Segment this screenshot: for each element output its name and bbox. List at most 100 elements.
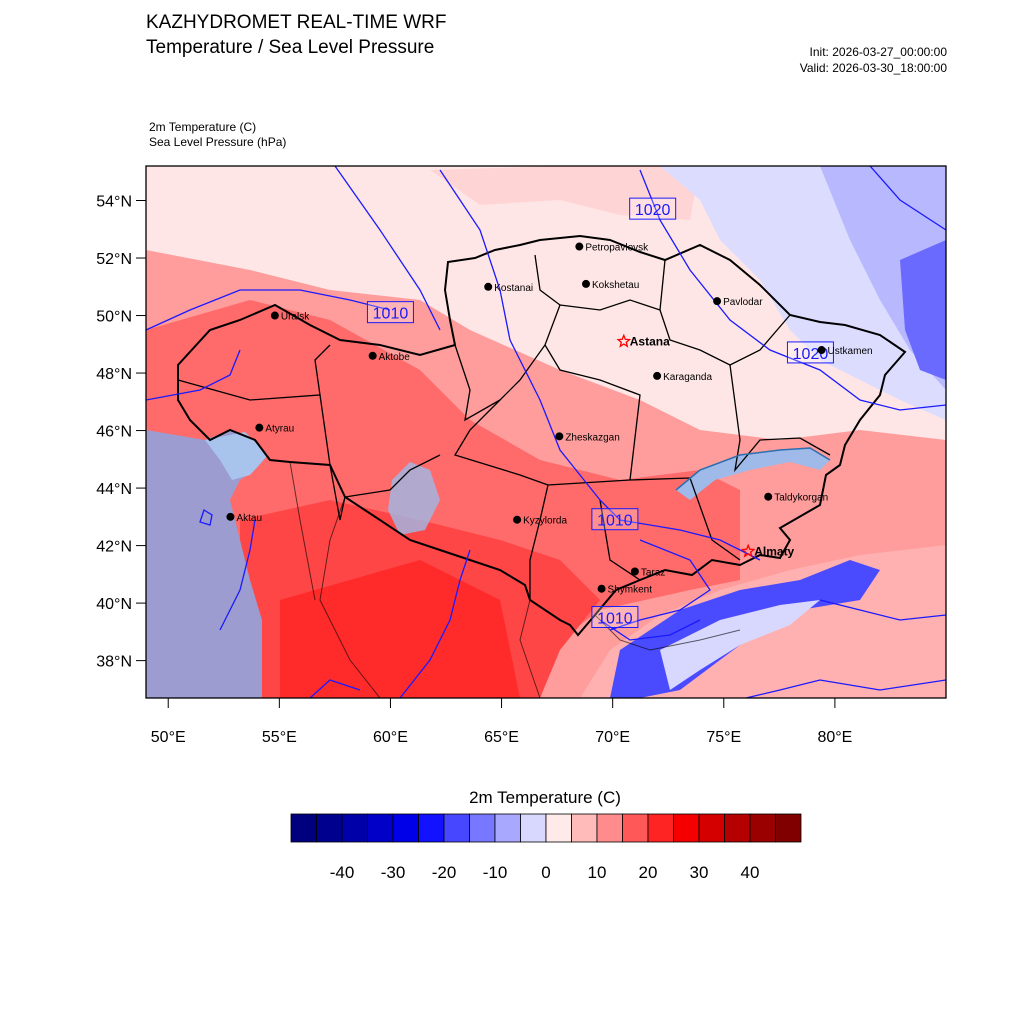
colorbar-title: 2m Temperature (C) bbox=[469, 788, 621, 807]
lat-tick-label: 54°N bbox=[96, 194, 132, 211]
altai-mountains-cold bbox=[900, 240, 946, 380]
city-dot-icon bbox=[513, 515, 522, 524]
balkhash-shoreline bbox=[675, 447, 831, 491]
temperature-zone-hottest bbox=[280, 560, 520, 698]
colorbar-tick-label: 20 bbox=[639, 863, 658, 882]
init-time: Init: 2026-03-27_00:00:00 bbox=[809, 45, 947, 59]
colorbar-swatch bbox=[469, 813, 496, 843]
city-label: Taraz bbox=[641, 567, 665, 578]
isobar-label-text: 1020 bbox=[635, 202, 671, 219]
lon-tick-label: 55°E bbox=[262, 729, 297, 746]
city-dot-icon bbox=[764, 492, 773, 501]
city-label: Uralsk bbox=[281, 312, 310, 323]
city-marker: Kyzylorda bbox=[513, 515, 567, 527]
city-marker: Ustkamen bbox=[817, 346, 873, 357]
colorbar-swatch bbox=[571, 813, 598, 843]
colorbar-swatch bbox=[724, 813, 751, 843]
colorbar-tick-label: -40 bbox=[330, 863, 355, 882]
caspian-north-shallow bbox=[205, 432, 268, 480]
city-marker: Taldykorgan bbox=[764, 492, 828, 504]
colorbar-swatch bbox=[367, 813, 394, 843]
city-marker: Aktobe bbox=[368, 351, 411, 363]
aral-sea bbox=[388, 462, 440, 535]
city-marker: Zheskazgan bbox=[555, 432, 620, 443]
country-border bbox=[177, 234, 907, 637]
capital-star-icon bbox=[616, 333, 632, 348]
lake-balkhash bbox=[676, 448, 830, 500]
map-title: KAZHYDROMET REAL-TIME WRF bbox=[146, 12, 447, 33]
colorbar-swatch bbox=[316, 813, 343, 843]
colorbar-swatch bbox=[290, 813, 317, 843]
city-label: Karaganda bbox=[663, 372, 712, 383]
map-frame bbox=[145, 165, 947, 699]
colorbar-swatch bbox=[392, 813, 419, 843]
city-marker: Kostanai bbox=[484, 282, 533, 294]
city-marker: Pavlodar bbox=[713, 297, 763, 308]
colorbar-swatch bbox=[418, 813, 445, 843]
colorbar-tick-label: -10 bbox=[483, 863, 508, 882]
capital-marker: Astana bbox=[616, 333, 670, 348]
isobar-label: 1010 bbox=[591, 508, 639, 531]
colorbar-swatch bbox=[698, 813, 725, 843]
city-marker: Karaganda bbox=[653, 371, 712, 383]
colorbar-tick-label: 10 bbox=[588, 863, 607, 882]
axis-ticks: 38°N 40°N 42°N 44°N 46°N 48°N 50°N 52°N 54°N 50°E… bbox=[96, 194, 852, 746]
city-label: Almaty bbox=[754, 544, 794, 558]
isobar-label: 1020 bbox=[629, 197, 677, 220]
colorbar-swatch bbox=[520, 813, 547, 843]
city-dot-icon bbox=[226, 512, 235, 521]
colorbar-swatch bbox=[775, 813, 802, 843]
isobar-label: 1020 bbox=[786, 341, 834, 364]
city-label: Kyzylorda bbox=[523, 516, 567, 527]
lat-tick-label: 42°N bbox=[96, 539, 132, 556]
neighbor-borders bbox=[289, 461, 741, 698]
lon-tick-label: 80°E bbox=[817, 729, 852, 746]
lat-tick-label: 38°N bbox=[96, 654, 132, 671]
city-dot-icon bbox=[270, 311, 279, 320]
city-dot-icon bbox=[368, 351, 377, 360]
tianshan-snow-zone bbox=[660, 600, 820, 690]
lat-tick-label: 48°N bbox=[96, 366, 132, 383]
city-dot-icon bbox=[582, 279, 590, 288]
colorbar-tick-label: -20 bbox=[432, 863, 457, 882]
city-dot-icon bbox=[255, 423, 264, 432]
city-marker: Atyrau bbox=[255, 423, 294, 435]
city-marker: Shymkent bbox=[597, 584, 652, 596]
city-dot-icon bbox=[597, 584, 606, 593]
colorbar-swatch bbox=[545, 813, 572, 843]
colorbar-swatch bbox=[596, 813, 623, 843]
colorbar-tick-label: 40 bbox=[741, 863, 760, 882]
city-marker: Aktau bbox=[226, 512, 262, 524]
isobar-label-text: 1010 bbox=[373, 306, 409, 323]
lon-tick-label: 70°E bbox=[595, 729, 630, 746]
colorbar-tick-label: 30 bbox=[690, 863, 709, 882]
colorbar-swatch bbox=[341, 813, 368, 843]
city-dot-icon bbox=[630, 567, 639, 576]
city-label: Aktobe bbox=[379, 352, 411, 363]
city-marker: Petropavlovsk bbox=[575, 242, 649, 254]
lat-tick-label: 50°N bbox=[96, 309, 132, 326]
colorbar-tick-label: -30 bbox=[381, 863, 406, 882]
map-subtitle: Temperature / Sea Level Pressure bbox=[146, 37, 435, 58]
city-markers: Petropavlovsk Kostanai Kokshetau Pavlodar Ur… bbox=[226, 242, 873, 596]
lon-tick-label: 60°E bbox=[373, 729, 408, 746]
lat-tick-label: 52°N bbox=[96, 251, 132, 268]
colorbar-swatch bbox=[622, 813, 649, 843]
field-label-pressure: Sea Level Pressure (hPa) bbox=[149, 135, 287, 149]
colorbar: -40 -30 -20 -10 0 10 20 30 40 bbox=[290, 813, 802, 882]
capital-marker: Almaty bbox=[740, 543, 795, 558]
city-label: Kostanai bbox=[494, 283, 533, 294]
city-label: Zheskazgan bbox=[565, 432, 619, 443]
city-label: Taldykorgan bbox=[774, 493, 828, 504]
colorbar-swatch bbox=[443, 813, 470, 843]
city-dot-icon bbox=[713, 297, 722, 306]
city-label: Petropavlovsk bbox=[585, 243, 649, 254]
lat-tick-label: 44°N bbox=[96, 481, 132, 498]
isobar-label-text: 1010 bbox=[597, 610, 633, 627]
colorbar-swatch bbox=[494, 813, 521, 843]
isobars bbox=[146, 166, 946, 698]
city-label: Atyrau bbox=[265, 424, 294, 435]
city-marker: Taraz bbox=[630, 567, 665, 578]
city-dot-icon bbox=[817, 346, 826, 355]
lon-tick-label: 65°E bbox=[484, 729, 519, 746]
